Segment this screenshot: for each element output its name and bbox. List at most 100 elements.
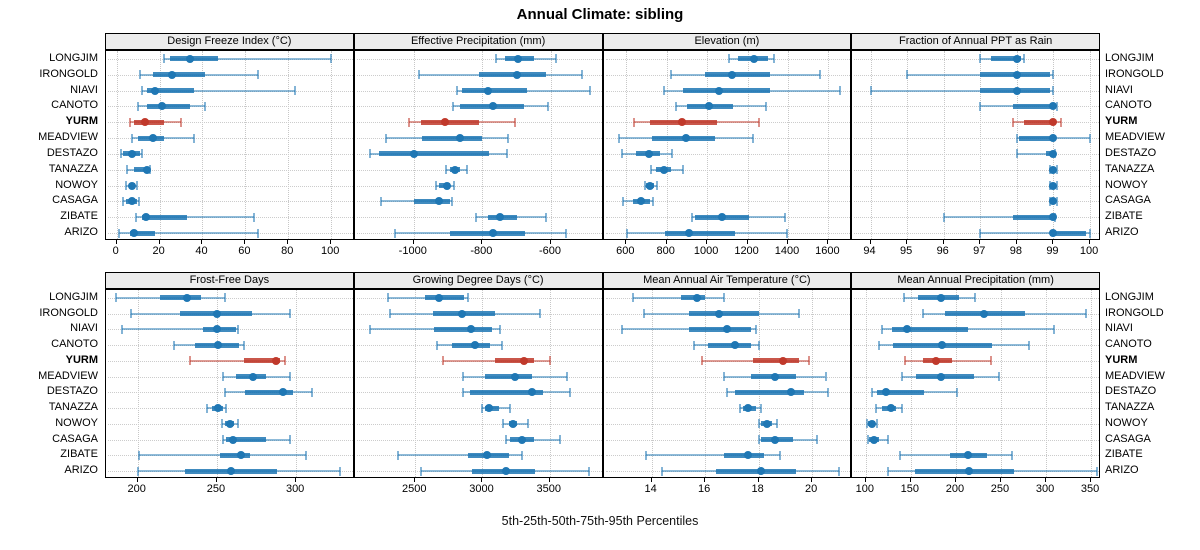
grid-vline — [910, 290, 912, 477]
whisker-cap — [783, 212, 786, 222]
site-label-left: CANOTO — [51, 99, 98, 112]
box-25-75 — [470, 389, 543, 395]
whisker-cap — [1096, 466, 1099, 476]
median-dot — [1049, 229, 1058, 238]
whisker-cap — [880, 324, 883, 334]
median-dot — [749, 54, 758, 63]
median-dot — [1049, 118, 1058, 127]
median-dot — [142, 165, 151, 174]
x-tick-label: 250 — [206, 483, 226, 495]
grid-vline — [747, 51, 749, 239]
whisker-cap — [445, 165, 448, 175]
whisker-cap — [661, 466, 664, 476]
site-label-left: CANOTO — [51, 338, 98, 351]
whisker-cap — [137, 101, 140, 111]
box-25-75 — [1018, 135, 1056, 141]
x-tick — [665, 240, 667, 244]
grid-hline — [356, 58, 602, 60]
site-label-left: NOWOY — [55, 416, 98, 429]
whisker-cap — [701, 356, 704, 366]
whisker-cap — [162, 54, 165, 64]
x-tick — [1052, 240, 1054, 244]
x-tick — [1090, 478, 1092, 482]
whisker-cap — [527, 419, 530, 429]
whisker-cap — [396, 450, 399, 460]
whisker-cap — [816, 435, 819, 445]
whisker-cap — [621, 324, 624, 334]
grid-hline — [854, 423, 1099, 425]
median-dot — [714, 309, 723, 318]
whisker-cap — [284, 356, 287, 366]
whisker-cap — [509, 403, 512, 413]
x-tick-label: 1400 — [774, 245, 800, 257]
x-tick — [287, 240, 289, 244]
whisker-cap — [1052, 86, 1055, 96]
box-25-75 — [1013, 103, 1054, 109]
whisker-cap — [138, 196, 141, 206]
site-label-right: ZIBATE — [1105, 448, 1143, 461]
whisker-cap — [369, 324, 372, 334]
site-label-right: NIAVI — [1105, 322, 1133, 335]
x-tick-label: 20 — [152, 245, 165, 257]
median-dot — [518, 435, 527, 444]
whisker-cap — [222, 435, 225, 445]
box-25-75 — [420, 119, 479, 125]
whisker-cap — [1010, 450, 1013, 460]
median-dot — [520, 356, 529, 365]
whisker-cap — [808, 356, 811, 366]
x-tick-label: 1000 — [693, 245, 719, 257]
site-label-left: IRONGOLD — [39, 306, 98, 319]
whisker-cap — [990, 356, 993, 366]
x-tick-label: 3000 — [469, 483, 494, 495]
grid-hline — [108, 122, 353, 124]
whisker-cap — [1015, 133, 1018, 143]
whisker-cap — [466, 293, 469, 303]
site-label-right: CANOTO — [1105, 338, 1152, 351]
grid-hline — [605, 153, 851, 155]
site-label-left: ZIBATE — [60, 448, 98, 461]
panel-strip: Elevation (m) — [602, 33, 852, 50]
site-label-right: CASAGA — [1105, 432, 1151, 445]
whisker-cap — [565, 228, 568, 238]
whisker-cap — [559, 435, 562, 445]
x-tick — [864, 478, 866, 482]
x-tick-label: 800 — [656, 245, 675, 257]
whisker-cap — [257, 70, 260, 80]
box-25-75 — [159, 295, 202, 301]
whisker-cap — [502, 419, 505, 429]
median-dot — [157, 102, 166, 111]
grid-vline — [116, 51, 118, 239]
x-tick-label: 1600 — [815, 245, 840, 257]
median-dot — [212, 309, 221, 318]
whisker-cap — [1056, 181, 1059, 191]
whisker-cap — [865, 419, 868, 429]
whisker-cap — [310, 387, 313, 397]
whisker-cap — [130, 309, 133, 319]
box-25-75 — [153, 72, 205, 78]
x-tick-label: 200 — [945, 483, 965, 495]
x-tick-label: 0 — [112, 245, 119, 257]
median-dot — [457, 309, 466, 318]
box-25-75 — [133, 119, 164, 125]
box-25-75 — [413, 198, 450, 204]
x-tick — [909, 478, 911, 482]
whisker-cap — [869, 86, 872, 96]
whisker-cap — [650, 165, 653, 175]
box-25-75 — [485, 374, 532, 380]
x-tick-label: 99 — [1046, 245, 1059, 257]
grid-vline — [1016, 51, 1018, 239]
whisker-cap — [643, 181, 646, 191]
x-tick — [704, 478, 706, 482]
whisker-cap — [288, 435, 291, 445]
grid-vline — [202, 51, 204, 239]
grid-hline — [605, 169, 851, 171]
site-label-left: NOWOY — [55, 178, 98, 191]
box-25-75 — [689, 326, 751, 332]
whisker-cap — [461, 387, 464, 397]
x-tick-label: 150 — [900, 483, 920, 495]
site-label-left: CASAGA — [52, 432, 98, 445]
whisker-cap — [754, 324, 757, 334]
median-dot — [882, 388, 891, 397]
whisker-cap — [141, 149, 144, 159]
